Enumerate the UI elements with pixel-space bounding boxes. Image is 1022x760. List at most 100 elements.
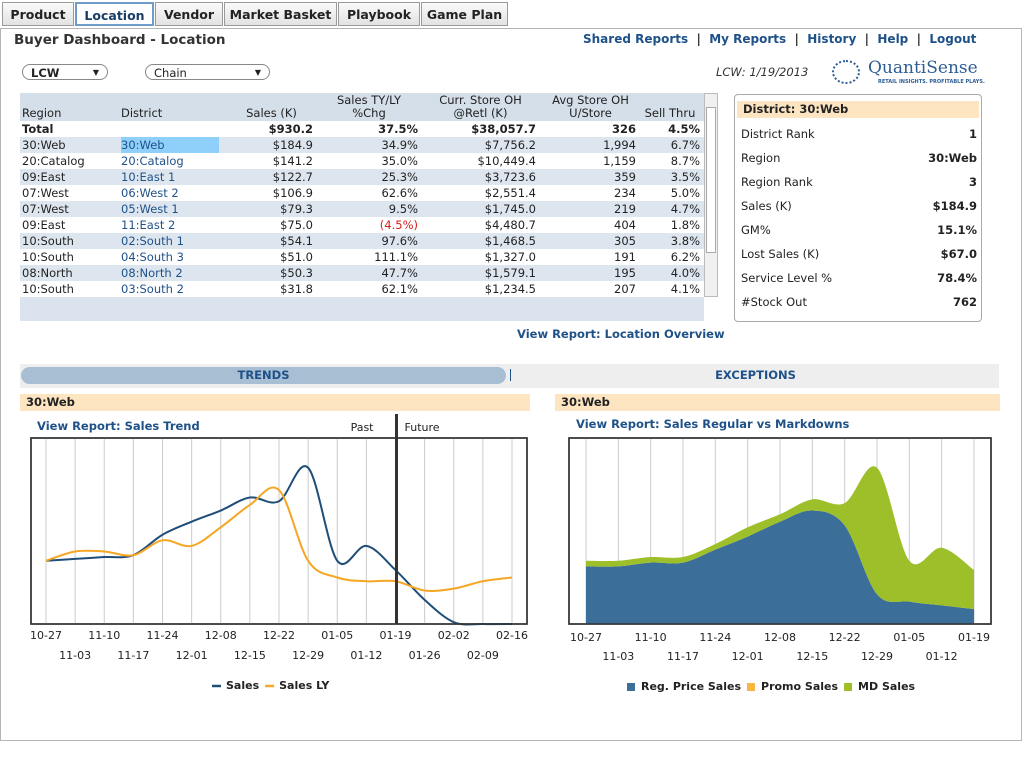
cell: $10,449.4 [477, 154, 536, 168]
top-links: Shared Reports | My Reports | History | … [583, 32, 976, 46]
top-link[interactable]: Help [877, 32, 909, 46]
cell: 47.7% [381, 266, 418, 280]
chart-link[interactable]: View Report: Sales Trend [37, 419, 200, 433]
cell: 326 [611, 122, 636, 136]
row-bg [20, 281, 704, 297]
row-label: Total [22, 122, 54, 136]
nav-tab[interactable]: Game Plan [421, 2, 508, 26]
plot-frame [568, 437, 992, 625]
cell: 10:South [22, 234, 74, 248]
cell: 3.5% [670, 170, 700, 184]
level-dropdown[interactable]: Chain [145, 64, 270, 81]
row-bg [20, 169, 704, 185]
cell: 10:South [22, 250, 74, 264]
column-header: @Retl (K) [453, 106, 508, 120]
nav-tab[interactable]: Location [75, 2, 154, 26]
cell: $54.1 [280, 234, 313, 248]
nav-tab[interactable]: Product [2, 2, 74, 26]
legend-label: Sales LY [279, 679, 330, 692]
district-label: District Rank [741, 127, 815, 141]
nav-tab[interactable]: Playbook [338, 2, 420, 26]
cell: 195 [614, 266, 636, 280]
district-title: District: 30:Web [737, 101, 979, 118]
period-dropdown[interactable]: LCW [22, 64, 108, 81]
district-link[interactable]: 30:Web [121, 137, 219, 153]
district-link[interactable]: 02:South 1 [121, 234, 184, 248]
row-bg [20, 201, 704, 217]
district-link[interactable]: 08:North 2 [121, 266, 183, 280]
cell: $79.3 [280, 202, 313, 216]
panel-title: 30:Web [555, 394, 1000, 411]
cell: 1,994 [603, 138, 636, 152]
district-label: GM% [741, 223, 771, 237]
cell: 219 [614, 202, 636, 216]
area [586, 466, 974, 610]
cell: 207 [614, 282, 636, 296]
top-link[interactable]: History [807, 32, 857, 46]
district-link[interactable]: 05:West 1 [121, 202, 179, 216]
column-header: District [121, 106, 163, 120]
district-link[interactable]: 11:East 2 [121, 218, 176, 232]
district-link[interactable]: 10:East 1 [121, 170, 176, 184]
cell: 4.7% [670, 202, 700, 216]
x-tick-label: 11-10 [88, 629, 120, 642]
cell: $122.7 [272, 170, 313, 184]
x-tick-label: 01-12 [350, 649, 382, 662]
top-link[interactable]: My Reports [709, 32, 787, 46]
column-header: Curr. Store OH [439, 93, 522, 107]
cell: 4.5% [668, 122, 700, 136]
x-tick-label: 11-03 [59, 649, 91, 662]
legend-label: Reg. Price Sales [641, 680, 741, 693]
cell: 09:East [22, 218, 66, 232]
legend-swatch [844, 683, 853, 691]
district-value: $184.9 [932, 199, 977, 213]
cell: 3.8% [670, 234, 700, 248]
cell: $7,756.2 [484, 138, 536, 152]
row-bg [20, 265, 704, 281]
x-tick-label: 01-12 [926, 650, 958, 663]
nav-tab[interactable]: Vendor [155, 2, 223, 26]
separator: | [856, 32, 878, 46]
divider-label: Past [351, 421, 375, 434]
district-box [734, 94, 982, 322]
x-tick-label: 12-15 [796, 650, 828, 663]
logo-tagline: RETAIL INSIGHTS. PROFITABLE PLAYS. [878, 79, 985, 85]
page-title: Buyer Dashboard - Location [14, 32, 226, 48]
top-link[interactable]: Logout [929, 32, 977, 46]
cell: $1,468.5 [484, 234, 536, 248]
area [586, 510, 974, 624]
divider-label: Future [405, 421, 440, 434]
district-link[interactable]: 06:West 2 [121, 186, 179, 200]
tab-separator [510, 369, 511, 381]
column-header: Sell Thru [644, 106, 696, 120]
x-tick-label: 01-05 [893, 631, 925, 644]
cell: 09:East [22, 170, 66, 184]
separator: | [786, 32, 808, 46]
cell: 4.1% [670, 282, 700, 296]
cell: 34.9% [381, 138, 418, 152]
top-link[interactable]: Shared Reports [583, 32, 689, 46]
cell: 62.6% [381, 186, 418, 200]
district-label: #Stock Out [741, 295, 807, 309]
chart-link[interactable]: View Report: Sales Regular vs Markdowns [576, 417, 850, 431]
scroll-thumb[interactable] [706, 107, 716, 253]
x-tick-label: 01-19 [958, 631, 990, 644]
district-link[interactable]: 20:Catalog [121, 154, 184, 168]
x-tick-label: 12-08 [764, 631, 796, 644]
cell: 25.3% [381, 170, 418, 184]
x-tick-label: 12-29 [861, 650, 893, 663]
x-tick-label: 12-15 [234, 649, 266, 662]
district-value: $67.0 [940, 247, 977, 261]
table-link[interactable]: View Report: Location Overview [517, 327, 725, 341]
cell: $1,327.0 [484, 250, 536, 264]
trends-tab[interactable]: TRENDS [21, 367, 506, 384]
exceptions-tab[interactable]: EXCEPTIONS [715, 368, 796, 382]
district-link[interactable]: 04:South 3 [121, 250, 184, 264]
cell: $184.9 [272, 138, 313, 152]
district-value: 3 [968, 175, 977, 189]
district-link[interactable]: 03:South 2 [121, 282, 184, 296]
nav-tab[interactable]: Market Basket [224, 2, 337, 26]
x-tick-label: 11-03 [602, 650, 634, 663]
